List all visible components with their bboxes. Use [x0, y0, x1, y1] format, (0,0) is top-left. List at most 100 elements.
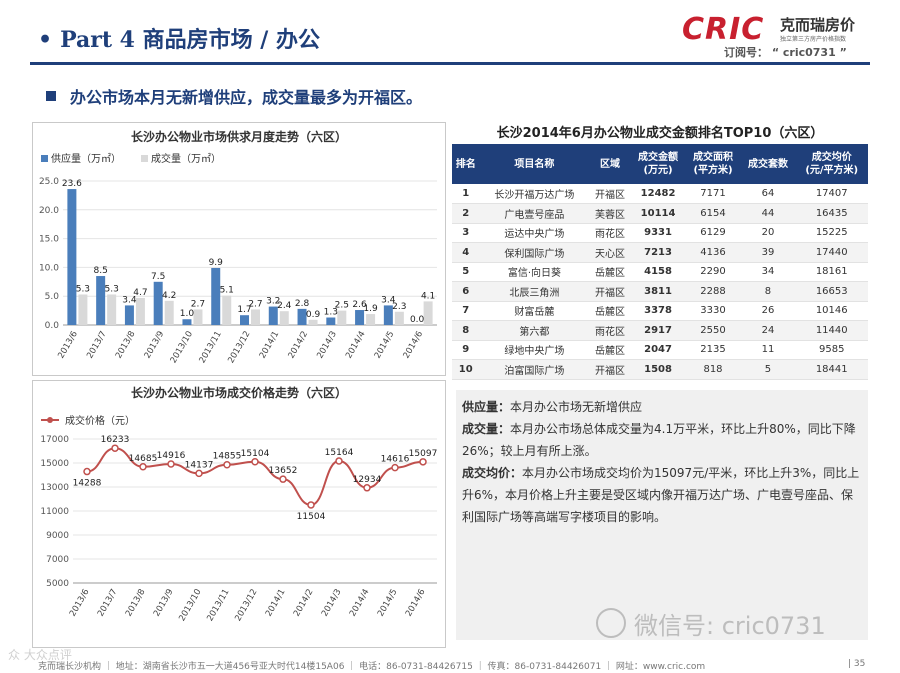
table-cell: 10146 [795, 301, 868, 321]
x-tick-label: 2014/2 [287, 330, 311, 361]
subscribe-id: 订阅号： “ cric0731 ” [724, 46, 847, 59]
bar-supply [96, 276, 106, 325]
table-cell: 10114 [630, 203, 686, 224]
x-tick-label: 2014/6 [404, 588, 428, 619]
footer: 克而瑞长沙机构 ｜ 地址：湖南省长沙市五一大道456号亚大时代14楼15A06 … [0, 654, 900, 673]
price-point [167, 460, 175, 468]
price-data-label: 12934 [353, 475, 382, 485]
data-label-deal: 0.9 [306, 310, 321, 320]
x-tick-label: 2014/4 [344, 330, 368, 361]
bar-supply [268, 306, 278, 325]
table-row: 5 富信·向日葵 岳麓区 4158 2290 34 18161 [452, 262, 868, 282]
y-tick-label: 0.0 [45, 321, 60, 331]
table-cell: 3378 [630, 301, 686, 321]
table-row: 4 保利国际广场 天心区 7213 4136 39 17440 [452, 242, 868, 263]
bar-deal [135, 297, 145, 325]
table-cell: 5 [740, 359, 796, 380]
table-cell: 4136 [685, 242, 741, 263]
price-point [307, 501, 315, 509]
table-cell: 第六都 [479, 320, 590, 341]
x-tick-label: 2013/8 [114, 330, 138, 361]
price-data-label: 15104 [241, 449, 270, 459]
headline-text: 办公市场本月无新增供应，成交量最多为开福区。 [70, 88, 423, 107]
bar-supply [67, 189, 77, 325]
table-cell: 12482 [630, 184, 686, 204]
square-bullet-icon [46, 91, 56, 101]
table-cell: 10 [452, 359, 480, 380]
table-header-cell: 排名 [452, 144, 480, 184]
table-cell: 7 [452, 301, 480, 321]
dianping-watermark: 众 大众点评 [8, 648, 72, 662]
bar-deal [107, 294, 117, 325]
table-cell: 3811 [630, 281, 686, 302]
price-data-label: 16233 [101, 435, 130, 445]
header-divider [30, 62, 870, 65]
table-header-cell: 成交金额 (万元) [630, 144, 686, 184]
x-tick-label: 2014/3 [315, 330, 339, 361]
table-cell: 15225 [795, 223, 868, 243]
table-cell: 4158 [630, 262, 686, 282]
table-cell: 岳麓区 [589, 301, 631, 321]
x-tick-label: 2013/9 [152, 588, 176, 619]
table-cell: 9585 [795, 340, 868, 360]
table-header-cell: 成交套数 [740, 144, 796, 184]
bar-deal [308, 319, 318, 325]
table-body: 1 长沙开福万达广场 开福区 12482 7171 64 17407 2 广电壹号座品 芙蓉区 10… [452, 184, 868, 380]
y-tick-label: 17000 [40, 435, 69, 445]
y-tick-label: 10.0 [39, 263, 59, 273]
data-label-supply: 2.6 [352, 300, 367, 310]
price-data-label: 14616 [381, 455, 410, 465]
table-cell: 24 [740, 320, 796, 341]
y-tick-label: 11000 [40, 507, 69, 517]
table-row: 9 绿地中央广场 岳麓区 2047 2135 11 9585 [452, 340, 868, 360]
price-trend-chart-svg: 长沙办公物业市场成交价格走势（六区） 成交价格（元） 5000 7000 9000 110… [40, 385, 438, 624]
bar-deal [222, 295, 232, 325]
price-point [335, 457, 343, 465]
table-cell: 16435 [795, 203, 868, 224]
price-point [83, 467, 91, 476]
price-data-label: 15097 [409, 449, 438, 459]
table-cell: 4 [452, 242, 480, 263]
deal-label: 成交量： [462, 422, 511, 436]
bar-supply [182, 319, 192, 325]
legend-swatch-deal [141, 155, 148, 162]
table-cell: 2288 [685, 281, 741, 302]
bar-deal [337, 310, 347, 325]
x-tick-label: 2014/5 [373, 330, 397, 361]
table-cell: 富信·向日葵 [479, 262, 590, 282]
bar-deal [193, 309, 203, 325]
bar-supply [124, 305, 134, 325]
price-point [391, 463, 399, 472]
table-cell: 5 [452, 262, 480, 282]
price-data-label: 13652 [269, 466, 298, 476]
chart-title: 长沙办公物业市场供求月度走势（六区） [131, 129, 347, 144]
data-label-supply: 1.0 [180, 309, 195, 319]
y-tick-label: 9000 [46, 531, 69, 541]
table-row: 10 泊富国际广场 开福区 1508 818 5 18441 [452, 359, 868, 380]
supply-label: 供应量： [462, 400, 511, 414]
table-row: 3 运达中央广场 雨花区 9331 6129 20 15225 [452, 223, 868, 243]
supply-deal-chart-svg: 长沙办公物业市场供求月度走势（六区） 供应量（万㎡） 成交量（万㎡） 0.0 5.0 10… [39, 129, 437, 365]
table-cell: 开福区 [589, 184, 631, 204]
title-bullet: • [38, 27, 53, 53]
x-tick-label: 2013/10 [177, 588, 203, 624]
table-cell: 39 [740, 242, 796, 263]
x-tick-label: 2014/2 [292, 588, 316, 619]
table-header-cell: 项目名称 [479, 144, 590, 184]
table-title: 长沙2014年6月办公物业成交金额排名TOP10（六区） [496, 126, 824, 141]
price-data-label: 14685 [129, 454, 158, 464]
table-cell: 泊富国际广场 [479, 359, 590, 380]
table-cell: 3330 [685, 301, 741, 321]
bar-supply [240, 315, 249, 325]
table-cell: 岳麓区 [589, 340, 631, 360]
table-row: 1 长沙开福万达广场 开福区 12482 7171 64 17407 [452, 184, 868, 204]
table-row: 6 北辰三角洲 开福区 3811 2288 8 16653 [452, 281, 868, 302]
price-point [195, 469, 203, 478]
table-cell: 20 [740, 223, 796, 243]
table-cell: 2550 [685, 320, 741, 341]
data-label-supply: 0.0 [410, 315, 425, 325]
bar-supply [355, 310, 365, 325]
data-label-deal: 5.3 [76, 284, 90, 294]
table-header-row: 排名 项目名称 区域 成交金额 (万元) 成交面积 (平方米) 成交套数 成交均价 (元/平方米) [452, 144, 868, 184]
table-cell: 34 [740, 262, 796, 282]
